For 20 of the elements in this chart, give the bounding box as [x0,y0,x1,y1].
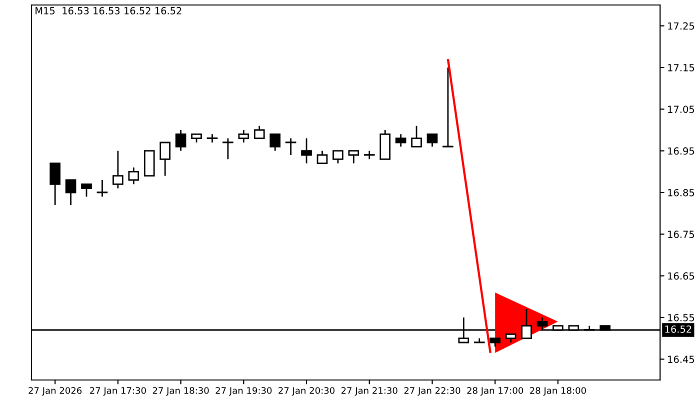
y-tick-label: 17.25 [668,22,694,30]
chart-title: M15 16.53 16.53 16.52 16.52 [36,7,182,14]
x-tick-label: 27 Jan 21:30 [341,387,398,396]
y-tick-label: 17.05 [668,106,694,113]
y-tick-label: 16.85 [668,188,694,196]
x-tick-label: 27 Jan 17:30 [90,387,146,396]
x-tick-label: 28 Jan 18:00 [530,387,586,396]
x-tick-label: 27 Jan 19:30 [216,387,272,396]
y-tick-label: 16.45 [668,356,694,363]
y-tick-label: 16.55 [668,314,694,322]
y-tick-label: 16.75 [668,230,694,238]
y-tick-label: 16.65 [668,272,694,280]
y-tick-label: 16.95 [668,147,694,155]
y-tick-label: 17.15 [668,64,694,72]
x-tick-label: 27 Jan 2026 [28,387,82,396]
x-tick-label: 27 Jan 20:30 [278,387,334,396]
x-tick-label: 27 Jan 22:30 [404,387,460,396]
x-tick-label: 27 Jan 18:30 [152,387,209,396]
ref-line-label: 16.52 [665,325,692,333]
x-tick-label: 28 Jan 17:00 [467,387,524,396]
